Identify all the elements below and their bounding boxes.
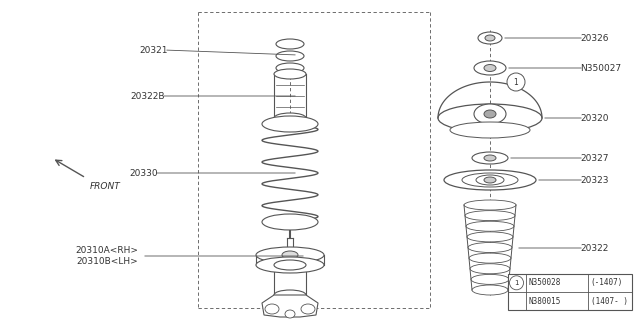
Text: 20322: 20322 xyxy=(580,244,609,252)
Ellipse shape xyxy=(476,175,504,185)
Ellipse shape xyxy=(468,243,512,252)
Text: 1: 1 xyxy=(515,280,519,286)
Ellipse shape xyxy=(262,214,318,230)
Ellipse shape xyxy=(472,152,508,164)
Ellipse shape xyxy=(450,122,530,138)
Ellipse shape xyxy=(265,304,279,314)
Ellipse shape xyxy=(470,264,510,274)
Ellipse shape xyxy=(285,310,295,318)
Text: 20330: 20330 xyxy=(129,169,158,178)
Ellipse shape xyxy=(464,200,516,210)
Text: (1407- ): (1407- ) xyxy=(591,297,627,306)
Text: N380015: N380015 xyxy=(529,297,561,306)
Text: 20310A<RH>: 20310A<RH> xyxy=(75,245,138,254)
Ellipse shape xyxy=(474,104,506,124)
Ellipse shape xyxy=(276,63,304,73)
Ellipse shape xyxy=(484,65,496,71)
Ellipse shape xyxy=(256,247,324,263)
Ellipse shape xyxy=(301,304,315,314)
Text: (-1407): (-1407) xyxy=(591,278,623,287)
Ellipse shape xyxy=(465,211,515,220)
Text: 1: 1 xyxy=(514,77,518,86)
Ellipse shape xyxy=(276,51,304,61)
Polygon shape xyxy=(262,295,318,317)
Bar xyxy=(508,274,632,310)
Text: 20326: 20326 xyxy=(580,34,609,43)
Ellipse shape xyxy=(484,110,496,118)
Text: FRONT: FRONT xyxy=(90,182,121,191)
Text: 20321: 20321 xyxy=(140,45,168,54)
Ellipse shape xyxy=(478,32,502,44)
Ellipse shape xyxy=(274,290,306,300)
Text: A210001159: A210001159 xyxy=(584,303,630,312)
Text: N350027: N350027 xyxy=(580,63,621,73)
Ellipse shape xyxy=(467,232,513,242)
Ellipse shape xyxy=(282,251,298,259)
Ellipse shape xyxy=(444,170,536,190)
Ellipse shape xyxy=(462,173,518,187)
Ellipse shape xyxy=(484,177,496,183)
Ellipse shape xyxy=(484,155,496,161)
Ellipse shape xyxy=(471,274,509,284)
Circle shape xyxy=(507,73,525,91)
Ellipse shape xyxy=(256,257,324,273)
Text: 20320: 20320 xyxy=(580,114,609,123)
Text: 20323: 20323 xyxy=(580,175,609,185)
Ellipse shape xyxy=(262,116,318,132)
Ellipse shape xyxy=(472,285,508,295)
Ellipse shape xyxy=(276,39,304,49)
Ellipse shape xyxy=(469,253,511,263)
Text: 20310B<LH>: 20310B<LH> xyxy=(76,258,138,267)
Ellipse shape xyxy=(274,260,306,270)
Ellipse shape xyxy=(466,221,514,231)
Ellipse shape xyxy=(274,69,306,79)
Ellipse shape xyxy=(474,61,506,75)
Ellipse shape xyxy=(485,35,495,41)
Ellipse shape xyxy=(438,104,542,132)
Ellipse shape xyxy=(274,113,306,123)
Text: 20322B: 20322B xyxy=(131,92,165,100)
Circle shape xyxy=(509,276,524,290)
Text: 20327: 20327 xyxy=(580,154,609,163)
Text: N350028: N350028 xyxy=(529,278,561,287)
